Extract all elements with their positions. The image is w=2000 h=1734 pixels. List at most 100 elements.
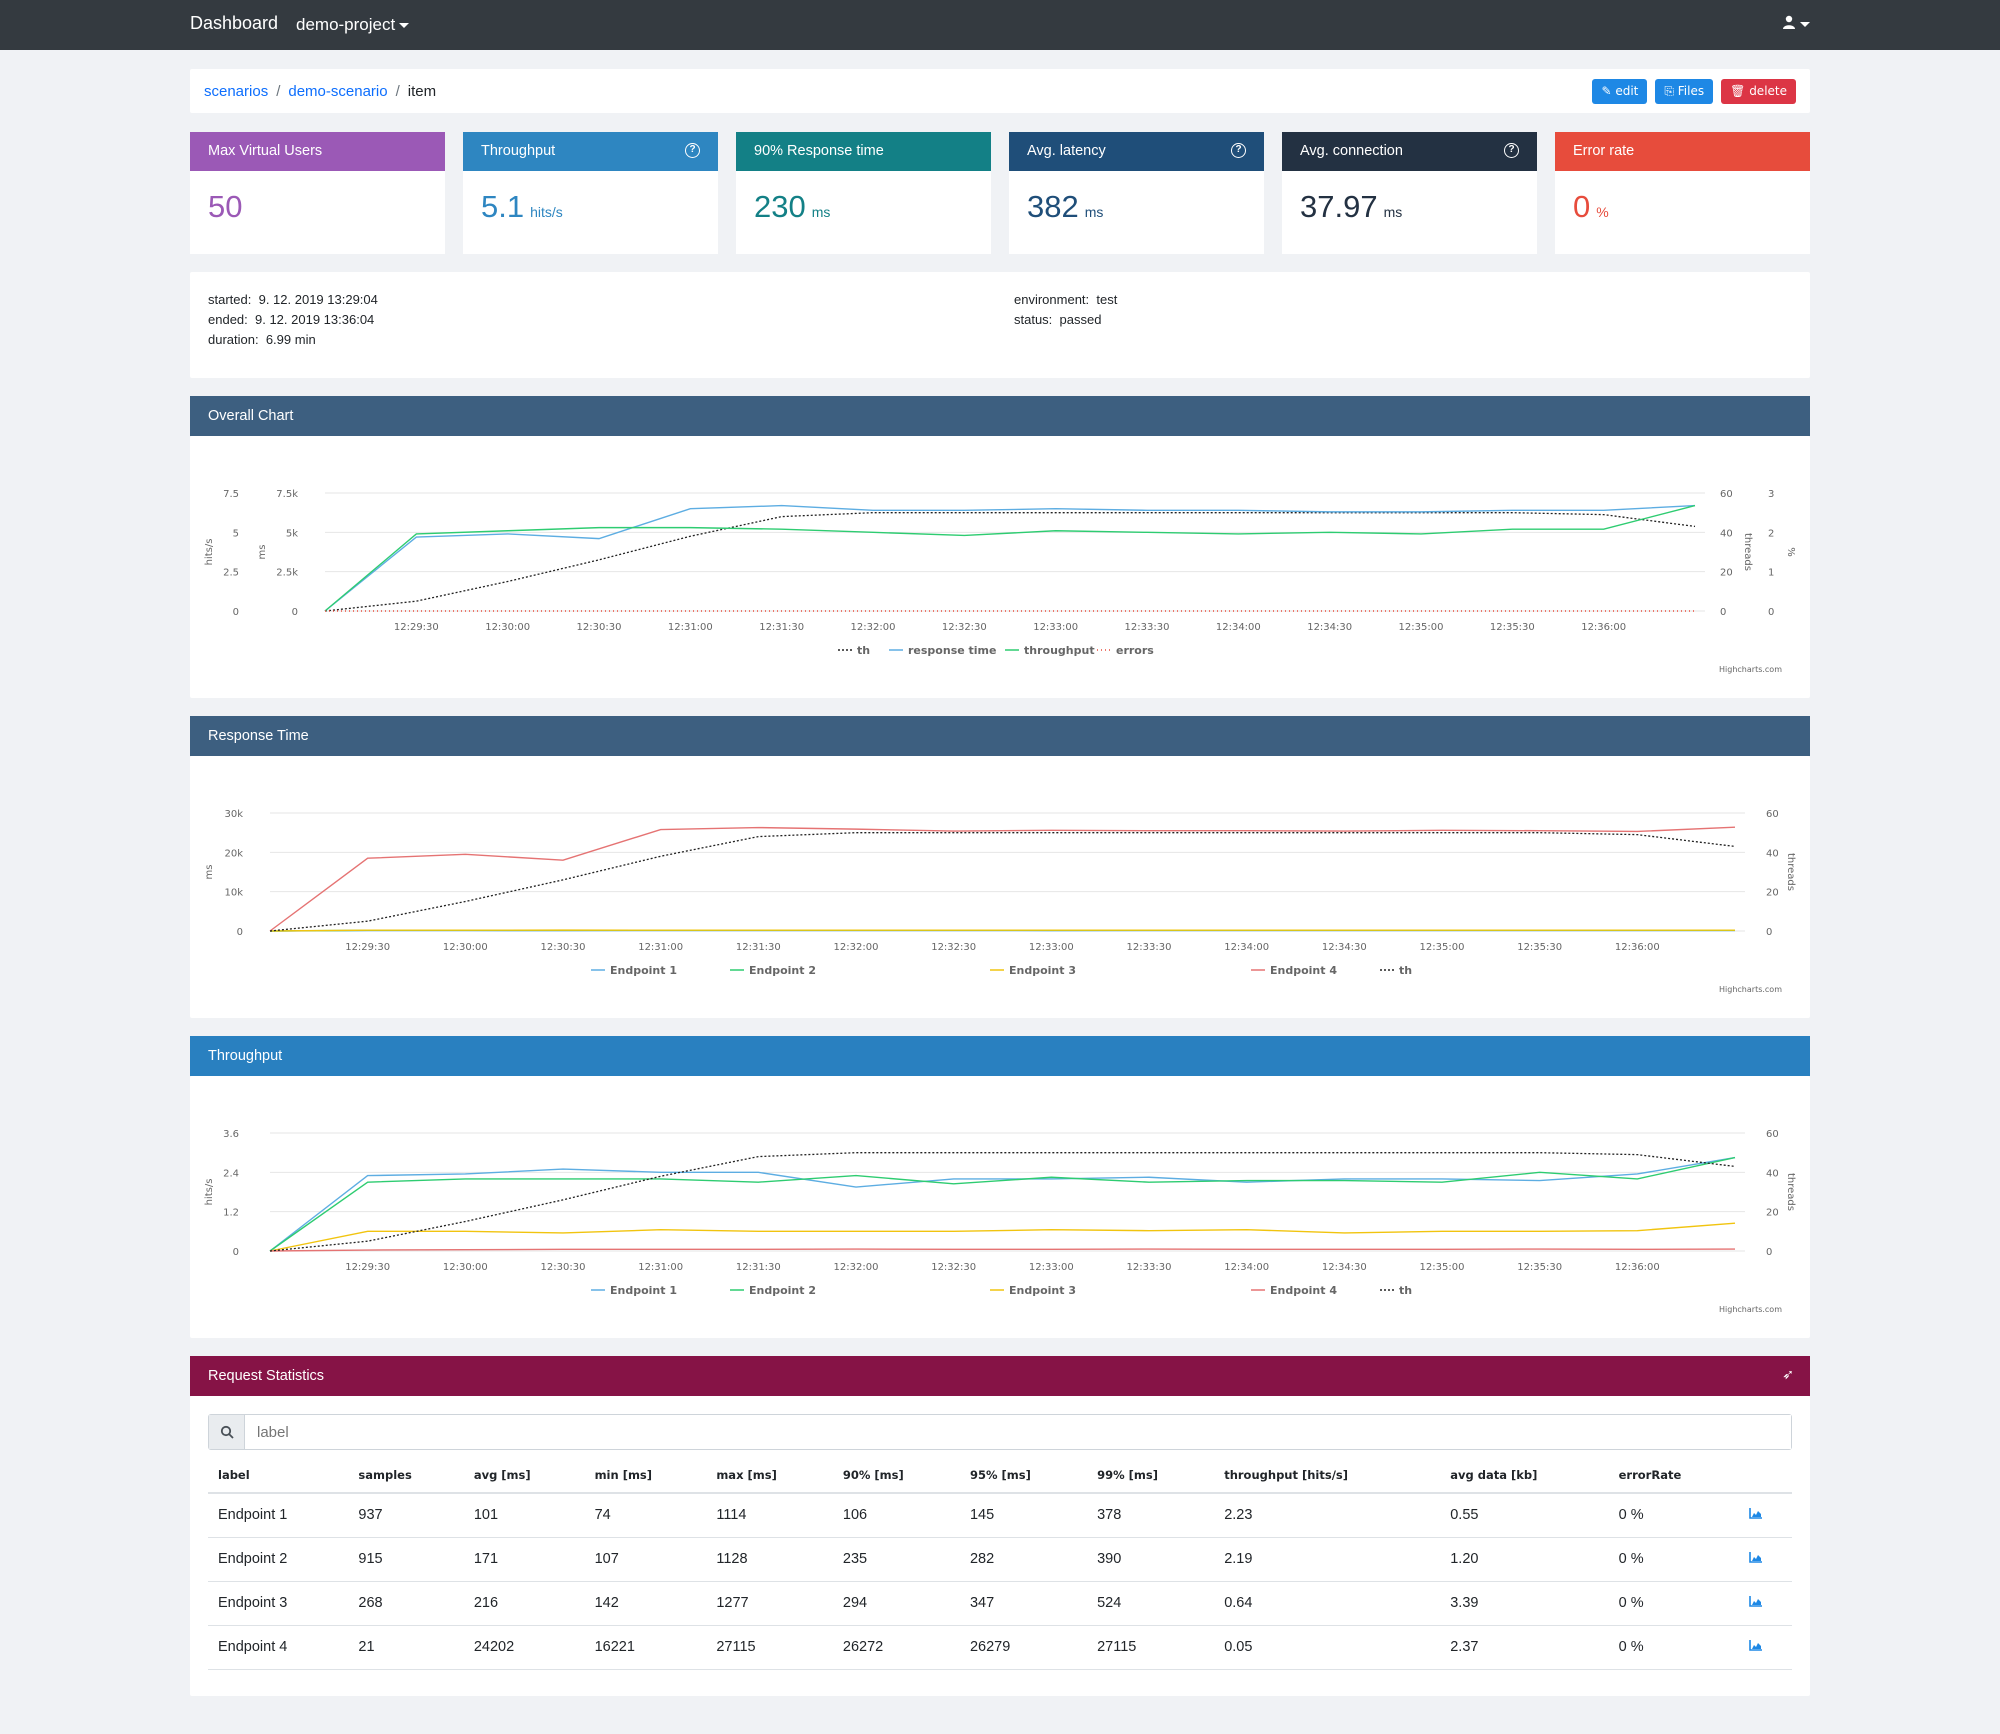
highcharts-credit: Highcharts.com (1719, 985, 1782, 994)
column-header[interactable]: max [ms] (706, 1458, 833, 1494)
table-row[interactable]: Endpoint 1 937 101 74 1114 106 145 378 2.23 0.55 0… (208, 1493, 1792, 1538)
row-chart-button[interactable] (1738, 1581, 1792, 1626)
rocket-icon[interactable]: ➶ (1782, 1366, 1794, 1382)
environment-label: environment: (1014, 292, 1090, 307)
y-tick-label: 30k (224, 809, 243, 820)
row-chart-button[interactable] (1738, 1625, 1792, 1670)
column-header[interactable]: avg [ms] (463, 1458, 585, 1494)
column-header[interactable]: label (208, 1458, 349, 1494)
x-tick-label: 12:32:30 (942, 622, 987, 633)
run-meta: environment: test status: passed (1014, 290, 1117, 330)
y-tick-label: 5 (233, 528, 239, 539)
column-header[interactable]: throughput [hits/s] (1214, 1458, 1441, 1494)
y-axis-title: hits/s (204, 1179, 215, 1206)
x-tick-label: 12:30:00 (443, 1262, 488, 1273)
table-cell: Endpoint 1 (208, 1493, 349, 1538)
column-header[interactable]: 90% [ms] (832, 1458, 960, 1494)
y-tick-label: 0 (233, 607, 239, 618)
column-header[interactable]: min [ms] (584, 1458, 707, 1494)
row-chart-button[interactable] (1738, 1537, 1792, 1582)
table-cell: Endpoint 2 (208, 1537, 349, 1582)
y-tick-label: 0 (237, 927, 243, 938)
table-cell: 1277 (706, 1581, 833, 1626)
series-line (269, 1152, 1736, 1252)
table-cell: 107 (584, 1537, 707, 1582)
breadcrumb-scenario[interactable]: demo-scenario (288, 82, 388, 100)
area-chart-icon (1748, 1552, 1762, 1563)
delete-label: delete (1749, 84, 1787, 98)
kpi-card: Throughput? 5.1 hits/s (463, 132, 718, 254)
column-header[interactable]: 99% [ms] (1087, 1458, 1215, 1494)
table-cell: 216 (463, 1581, 585, 1626)
table-cell: 3.39 (1440, 1581, 1609, 1626)
files-button[interactable]: ⎘ Files (1655, 79, 1714, 104)
statistics-table: label samples avg [ms] min [ms] max [ms] 90% … (208, 1458, 1792, 1670)
help-icon[interactable]: ? (1504, 143, 1519, 158)
kpi-unit: ms (1084, 204, 1104, 220)
breadcrumb-separator: / (276, 82, 281, 100)
series-line (269, 929, 1736, 932)
y-axis-title: ms (257, 545, 268, 560)
y-tick-label: 0 (1766, 1247, 1772, 1258)
breadcrumb-scenarios[interactable]: scenarios (204, 82, 269, 100)
paperclip-icon: ⎘ (1664, 84, 1678, 98)
table-cell: 142 (584, 1581, 707, 1626)
x-tick-label: 12:35:00 (1399, 622, 1444, 633)
column-header[interactable]: 95% [ms] (959, 1458, 1088, 1494)
y-axis-title: threads (1742, 533, 1753, 571)
kpi-title: Avg. latency? (1009, 132, 1264, 171)
kpi-title-text: 90% Response time (754, 143, 884, 159)
breadcrumb-current: item (407, 82, 437, 100)
legend-item: throughput (1024, 644, 1095, 657)
table-row[interactable]: Endpoint 3 268 216 142 1277 294 347 524 0.64 3.39… (208, 1581, 1792, 1626)
trash-icon: 🗑 (1730, 84, 1750, 98)
kpi-card: Max Virtual Users 50 (190, 132, 445, 254)
project-dropdown[interactable]: demo-project (296, 15, 410, 35)
y-tick-label: 3.6 (223, 1129, 239, 1140)
x-tick-label: 12:31:00 (638, 942, 683, 953)
column-header[interactable]: samples (348, 1458, 464, 1494)
ended-value: 9. 12. 2019 13:36:04 (255, 312, 375, 327)
x-tick-label: 12:29:30 (345, 942, 390, 953)
environment-row: environment: test (1014, 290, 1117, 310)
edit-button[interactable]: ✎ edit (1592, 79, 1648, 104)
table-header-row: label samples avg [ms] min [ms] max [ms] 90% … (208, 1458, 1792, 1494)
table-row[interactable]: Endpoint 4 21 24202 16221 27115 26272 26279 271… (208, 1625, 1792, 1670)
table-cell: 390 (1087, 1537, 1215, 1582)
ended-row: ended: 9. 12. 2019 13:36:04 (208, 310, 378, 330)
column-header[interactable]: errorRate (1608, 1458, 1739, 1494)
x-tick-label: 12:29:30 (345, 1262, 390, 1273)
kpi-title: Error rate (1555, 132, 1810, 171)
table-cell: 0.05 (1214, 1625, 1441, 1670)
request-statistics-title: Request Statistics (208, 1368, 325, 1384)
y-tick-label: 0 (1766, 927, 1772, 938)
kpi-title: Max Virtual Users (190, 132, 445, 171)
ended-label: ended: (208, 312, 248, 327)
x-tick-label: 12:35:00 (1420, 942, 1465, 953)
y-tick-label: 40 (1766, 1168, 1779, 1179)
help-icon[interactable]: ? (685, 143, 700, 158)
row-chart-button[interactable] (1738, 1493, 1792, 1538)
kpi-value: 50 (190, 171, 445, 243)
table-cell: 235 (832, 1537, 960, 1582)
help-icon[interactable]: ? (1231, 143, 1246, 158)
x-tick-label: 12:30:30 (541, 942, 586, 953)
throughput-chart: 12:29:30 12:30:00 12:30:30 12:31:00 12:31:30… (190, 1076, 1810, 1338)
delete-button[interactable]: 🗑 delete (1721, 79, 1796, 104)
table-cell: 26279 (959, 1625, 1088, 1670)
table-cell: 1114 (706, 1493, 833, 1538)
legend-item: Endpoint 3 (1009, 964, 1076, 977)
user-menu[interactable] (1782, 15, 1810, 34)
x-tick-label: 12:31:00 (668, 622, 713, 633)
project-name: demo-project (296, 15, 396, 34)
search-input[interactable] (245, 1415, 1791, 1449)
y-tick-label: 20 (1720, 568, 1733, 579)
brand-link[interactable]: Dashboard (190, 13, 279, 33)
table-row[interactable]: Endpoint 2 915 171 107 1128 235 282 390 2.19 1.20… (208, 1537, 1792, 1582)
table-cell: 378 (1087, 1493, 1215, 1538)
table-cell: 2.23 (1214, 1493, 1441, 1538)
column-header[interactable]: avg data [kb] (1440, 1458, 1609, 1494)
series-line (269, 1156, 1736, 1252)
table-cell: 26272 (832, 1625, 960, 1670)
x-tick-label: 12:31:30 (736, 1262, 781, 1273)
